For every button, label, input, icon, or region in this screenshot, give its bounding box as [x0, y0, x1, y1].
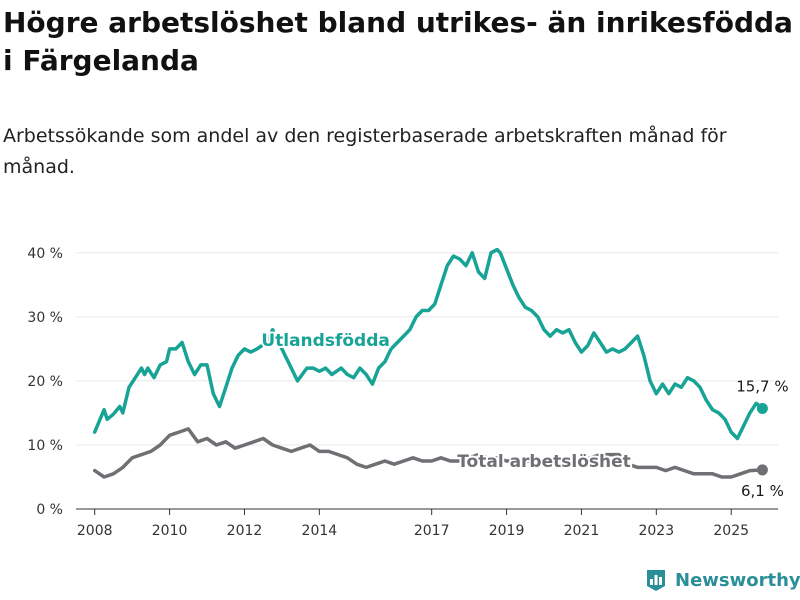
series-label-total: Total arbetslöshet — [457, 452, 631, 472]
y-tick-label: 10 % — [27, 438, 63, 454]
x-tick-label: 2008 — [77, 523, 113, 539]
series-labels: Utlandsfödda Total arbetslöshet 15,7 % 6,1 … — [259, 329, 790, 501]
x-tick-label: 2014 — [302, 523, 338, 539]
series-line-utlandsfodda — [92, 247, 765, 441]
gridlines — [76, 252, 778, 510]
y-tick-label: 0 % — [36, 502, 63, 518]
x-tick-label: 2010 — [152, 523, 188, 539]
x-tick-label: 2025 — [713, 523, 749, 539]
x-tick-label: 2021 — [564, 523, 600, 539]
page-title: Högre arbetslöshet bland utrikes- än inr… — [3, 6, 793, 77]
end-point-total — [756, 464, 768, 476]
chart-subtitle: Arbetssökande som andel av den registerb… — [3, 125, 727, 178]
x-tick-label: 2023 — [638, 523, 674, 539]
x-tick-label: 2012 — [227, 523, 263, 539]
x-axis: 2008 2010 2012 2014 2017 2019 2021 2023 2025 — [77, 509, 749, 539]
series-line-total — [92, 427, 765, 479]
y-tick-label: 30 % — [27, 310, 63, 326]
x-tick-label: 2019 — [489, 523, 525, 539]
end-label-utlandsfodda: 15,7 % — [736, 377, 788, 395]
end-label-total: 6,1 % — [741, 482, 784, 500]
y-tick-label: 40 % — [27, 246, 63, 262]
series-label-utlandsfodda: Utlandsfödda — [261, 331, 390, 351]
brand-logo: Newsworthy — [645, 568, 800, 592]
y-axis: 0 % 10 % 20 % 30 % 40 % — [27, 246, 63, 518]
series-layer — [92, 247, 768, 479]
end-point-utlandsfodda — [756, 402, 768, 414]
newsworthy-icon — [647, 570, 665, 591]
brand-name: Newsworthy — [675, 569, 800, 591]
x-tick-label: 2017 — [414, 523, 450, 539]
y-tick-label: 20 % — [27, 374, 63, 390]
